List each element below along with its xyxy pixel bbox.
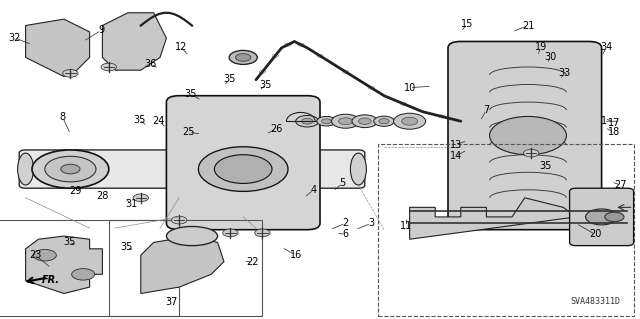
Ellipse shape bbox=[351, 153, 367, 185]
Circle shape bbox=[172, 216, 187, 224]
Text: 30: 30 bbox=[544, 52, 557, 62]
Text: 16: 16 bbox=[289, 250, 302, 260]
Text: 8: 8 bbox=[60, 112, 66, 122]
Polygon shape bbox=[26, 19, 90, 77]
Circle shape bbox=[63, 70, 78, 77]
Text: 35: 35 bbox=[259, 79, 272, 90]
Text: 32: 32 bbox=[8, 33, 20, 43]
Polygon shape bbox=[141, 236, 224, 293]
Text: 11: 11 bbox=[400, 221, 413, 232]
Circle shape bbox=[61, 164, 80, 174]
Circle shape bbox=[301, 118, 313, 124]
Text: 19: 19 bbox=[534, 42, 547, 52]
Text: 35: 35 bbox=[63, 237, 76, 247]
Polygon shape bbox=[26, 236, 102, 293]
Text: 25: 25 bbox=[182, 127, 195, 137]
Text: 10: 10 bbox=[403, 83, 416, 93]
Circle shape bbox=[605, 212, 624, 222]
Circle shape bbox=[339, 118, 353, 125]
Circle shape bbox=[379, 119, 389, 124]
Text: 35: 35 bbox=[223, 74, 236, 84]
Ellipse shape bbox=[166, 226, 218, 246]
Text: FR.: FR. bbox=[42, 275, 60, 285]
Text: 2: 2 bbox=[342, 218, 349, 228]
Circle shape bbox=[394, 113, 426, 129]
Text: 23: 23 bbox=[29, 250, 42, 260]
Text: 6: 6 bbox=[342, 229, 349, 240]
Circle shape bbox=[317, 116, 336, 126]
Text: 29: 29 bbox=[69, 186, 82, 197]
Circle shape bbox=[524, 149, 539, 157]
Text: 27: 27 bbox=[614, 180, 627, 190]
Text: 34: 34 bbox=[600, 42, 613, 52]
Text: 13: 13 bbox=[449, 140, 462, 150]
Text: 22: 22 bbox=[246, 256, 259, 267]
Circle shape bbox=[72, 269, 95, 280]
Text: 7: 7 bbox=[483, 105, 490, 115]
Circle shape bbox=[332, 114, 360, 128]
Text: 35: 35 bbox=[133, 115, 146, 125]
Text: 36: 36 bbox=[144, 59, 157, 69]
Polygon shape bbox=[410, 198, 576, 239]
Circle shape bbox=[586, 209, 618, 225]
Circle shape bbox=[374, 116, 394, 126]
FancyBboxPatch shape bbox=[19, 150, 365, 188]
FancyBboxPatch shape bbox=[448, 41, 602, 230]
Text: 37: 37 bbox=[165, 297, 178, 308]
Circle shape bbox=[296, 115, 319, 127]
Text: 1: 1 bbox=[600, 116, 607, 126]
Circle shape bbox=[214, 155, 272, 183]
FancyBboxPatch shape bbox=[570, 188, 634, 246]
Text: 35: 35 bbox=[120, 242, 133, 252]
Circle shape bbox=[402, 117, 418, 125]
Polygon shape bbox=[102, 13, 166, 70]
Circle shape bbox=[101, 63, 116, 71]
Circle shape bbox=[32, 150, 109, 188]
Text: 4: 4 bbox=[310, 185, 317, 195]
Text: 35: 35 bbox=[184, 89, 197, 99]
Text: SVA483311D: SVA483311D bbox=[571, 297, 621, 306]
Text: 33: 33 bbox=[558, 68, 571, 78]
Circle shape bbox=[133, 194, 148, 202]
Circle shape bbox=[321, 119, 332, 124]
Text: 17: 17 bbox=[608, 118, 621, 128]
Text: 24: 24 bbox=[152, 116, 165, 126]
Circle shape bbox=[255, 229, 270, 237]
Text: 18: 18 bbox=[608, 127, 621, 137]
Text: 5: 5 bbox=[339, 178, 346, 189]
Text: 35: 35 bbox=[539, 161, 552, 171]
Circle shape bbox=[198, 147, 288, 191]
Circle shape bbox=[352, 115, 378, 128]
Text: 31: 31 bbox=[125, 199, 138, 209]
Circle shape bbox=[490, 116, 566, 155]
Ellipse shape bbox=[18, 153, 34, 185]
Text: 14: 14 bbox=[449, 151, 462, 161]
Text: 20: 20 bbox=[589, 229, 602, 240]
Text: 28: 28 bbox=[96, 191, 109, 201]
Circle shape bbox=[236, 54, 251, 61]
Text: 9: 9 bbox=[98, 25, 104, 35]
FancyBboxPatch shape bbox=[166, 96, 320, 230]
Text: 21: 21 bbox=[522, 20, 534, 31]
Text: 12: 12 bbox=[175, 42, 188, 52]
Circle shape bbox=[33, 249, 56, 261]
Text: 26: 26 bbox=[270, 124, 283, 134]
Circle shape bbox=[45, 156, 96, 182]
Circle shape bbox=[229, 50, 257, 64]
Text: 3: 3 bbox=[368, 218, 374, 228]
Text: 15: 15 bbox=[461, 19, 474, 29]
Circle shape bbox=[358, 118, 371, 124]
Circle shape bbox=[223, 229, 238, 237]
